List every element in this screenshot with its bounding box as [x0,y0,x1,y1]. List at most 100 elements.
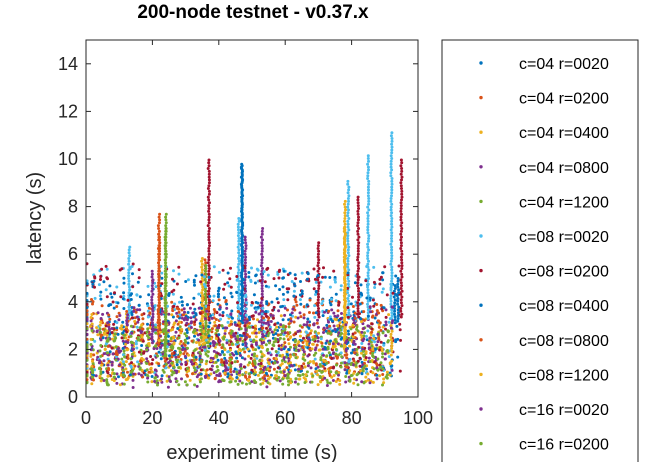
data-point [108,317,112,321]
data-point [286,290,290,294]
data-point [292,320,296,324]
spike-point [316,255,320,259]
data-point [321,299,325,303]
data-point [131,272,134,276]
spike-point [236,271,240,275]
spike-point [366,308,370,312]
data-point [140,313,144,317]
spike-point [164,275,168,279]
data-point [173,302,177,306]
data-point [194,348,197,352]
data-point [248,335,251,339]
legend-item: c=04 r=0800 [479,160,609,177]
legend-label: c=16 r=0200 [519,437,609,454]
spike-point [356,249,360,253]
data-point [122,276,126,280]
data-point [398,369,402,373]
data-point [384,327,387,331]
data-point [199,280,203,284]
data-point [290,311,294,315]
data-point [344,323,348,327]
data-point [160,276,164,280]
spike-point [346,234,350,238]
spike-point [260,287,264,290]
data-point [89,367,93,371]
data-point [320,341,324,345]
spike-point [399,218,403,222]
spike-point [164,215,168,219]
data-point [287,348,291,351]
data-point [381,383,384,387]
data-point [230,329,234,333]
data-point [171,315,175,319]
data-point [122,382,126,386]
data-point [137,372,141,376]
data-point [160,312,163,316]
data-point [298,293,302,297]
spike-point [396,314,400,318]
spike-point [201,322,205,326]
spike-point [366,302,369,306]
spike-point [207,278,211,282]
data-point [198,346,202,350]
spike-point [207,269,211,273]
data-point [324,329,328,333]
data-point [339,337,343,341]
data-point [316,318,319,322]
y-tick-label: 0 [68,387,78,407]
data-point [389,326,393,330]
data-point [191,330,195,334]
data-point [215,354,219,358]
data-point [316,373,320,377]
data-point [164,363,168,366]
data-point [130,340,133,344]
data-point [323,310,326,314]
data-point [281,304,284,308]
spike-point [366,305,370,309]
data-point [335,318,339,322]
data-point [99,338,103,342]
spike-point [356,312,360,316]
data-point [250,344,254,348]
spike-point [366,154,370,158]
data-point [154,325,157,329]
data-point [289,377,293,381]
spike-point [163,298,167,302]
data-point [236,334,240,338]
data-point [380,349,384,353]
data-point [306,320,310,324]
data-point [265,326,268,330]
data-point [235,370,239,374]
spike-point [342,255,346,259]
spike-point [157,249,161,253]
spike-point [164,264,167,268]
data-point [364,375,368,379]
data-point [225,341,229,345]
data-point [339,361,343,365]
data-point [245,335,248,339]
data-point [139,331,143,334]
data-point [364,279,368,283]
data-point [183,332,187,336]
spike-point [390,151,394,155]
data-point [105,295,109,299]
data-point [169,336,173,340]
data-point [126,298,130,302]
spike-point [207,175,211,179]
data-point [300,289,304,293]
spike-point [157,301,161,305]
data-point [256,268,260,272]
data-point [390,321,394,325]
data-point [156,383,159,387]
data-point [136,360,140,364]
data-point [150,370,154,374]
data-point [297,340,301,344]
spike-point [390,248,394,252]
data-point [178,325,182,329]
spike-point [343,264,347,268]
spike-point [366,174,370,178]
spike-point [342,298,346,302]
data-point [388,362,392,366]
spike-point [347,268,351,272]
data-point [99,297,103,301]
